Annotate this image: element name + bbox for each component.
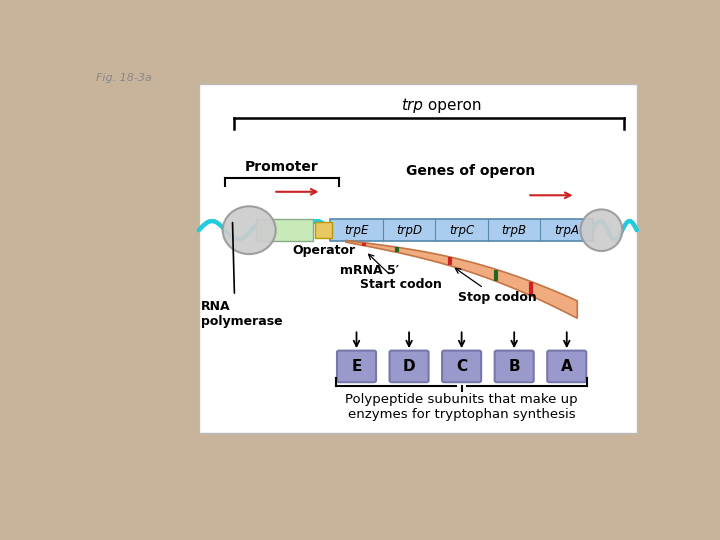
- Ellipse shape: [580, 210, 622, 251]
- Bar: [330, 219, 593, 241]
- Text: C: C: [456, 359, 467, 374]
- Bar: [199, 84, 636, 433]
- Text: trpD: trpD: [396, 224, 422, 237]
- FancyBboxPatch shape: [547, 350, 586, 382]
- Text: Stop codon: Stop codon: [456, 268, 536, 304]
- Text: Start codon: Start codon: [360, 254, 442, 292]
- FancyBboxPatch shape: [337, 350, 376, 382]
- Ellipse shape: [222, 206, 276, 254]
- Text: trpA: trpA: [554, 224, 580, 237]
- Text: Promoter: Promoter: [246, 160, 319, 174]
- FancyBboxPatch shape: [442, 350, 481, 382]
- Text: mRNA 5′: mRNA 5′: [341, 264, 400, 277]
- Text: Operator: Operator: [292, 244, 355, 258]
- Text: Polypeptide subunits that make up
enzymes for tryptophan synthesis: Polypeptide subunits that make up enzyme…: [346, 393, 578, 421]
- Text: trpC: trpC: [449, 224, 474, 237]
- FancyBboxPatch shape: [390, 350, 428, 382]
- Text: B: B: [508, 359, 520, 374]
- Text: operon: operon: [423, 98, 482, 113]
- Text: Genes of operon: Genes of operon: [406, 164, 535, 178]
- Bar: [256, 219, 312, 241]
- FancyBboxPatch shape: [495, 350, 534, 382]
- Text: E: E: [351, 359, 361, 374]
- Bar: [315, 222, 333, 238]
- Text: RNA
polymerase: RNA polymerase: [201, 300, 283, 328]
- Text: A: A: [561, 359, 572, 374]
- Text: trpE: trpE: [344, 224, 369, 237]
- Text: trp: trp: [401, 98, 423, 113]
- Text: D: D: [402, 359, 415, 374]
- Polygon shape: [346, 240, 577, 318]
- Text: Fig. 18-3a: Fig. 18-3a: [96, 73, 151, 83]
- Text: trpB: trpB: [502, 224, 527, 237]
